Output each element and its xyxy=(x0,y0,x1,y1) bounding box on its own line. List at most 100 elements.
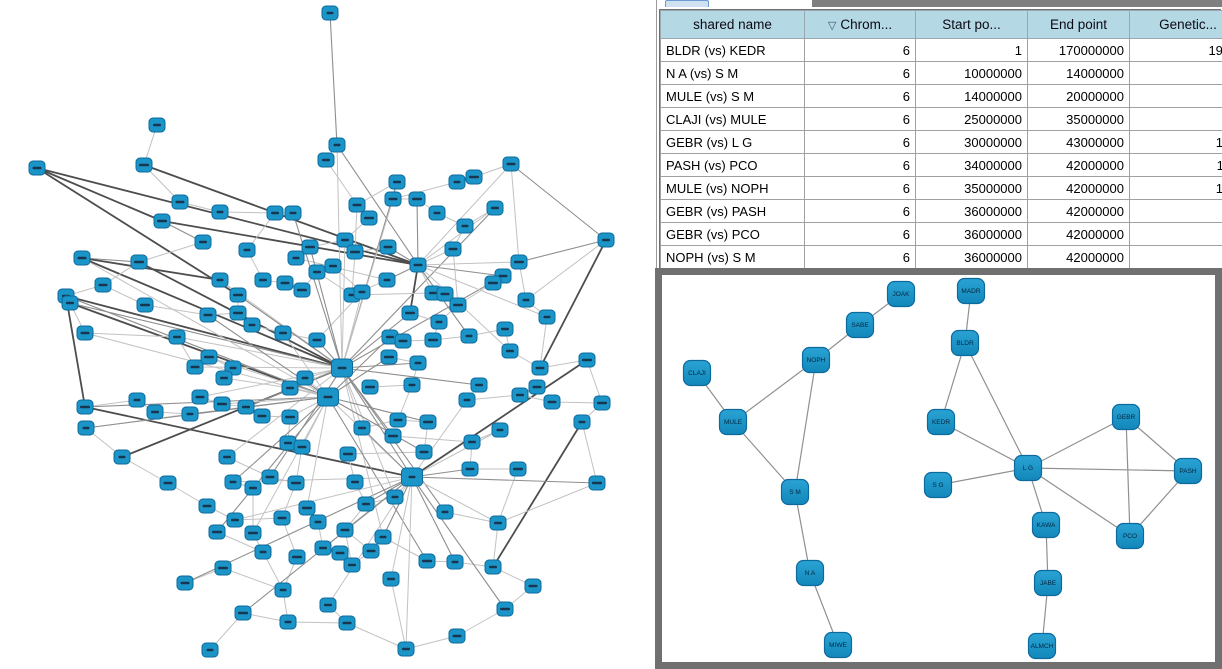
network-node[interactable] xyxy=(293,439,311,455)
network-node[interactable] xyxy=(394,333,412,349)
network-node[interactable] xyxy=(296,370,314,386)
network-node[interactable] xyxy=(401,467,423,487)
network-node[interactable] xyxy=(237,399,255,415)
table-cell[interactable]: 6 xyxy=(804,107,916,131)
network-node[interactable] xyxy=(509,461,527,477)
network-node[interactable] xyxy=(361,379,379,395)
network-node[interactable] xyxy=(401,305,419,321)
table-row[interactable]: CLAJI (vs) MULE625000000350000005.9 xyxy=(660,107,1222,131)
network-node[interactable] xyxy=(382,571,400,587)
network-node[interactable] xyxy=(238,242,256,258)
network-node[interactable] xyxy=(61,295,79,311)
network-node[interactable] xyxy=(380,349,398,365)
network-node[interactable] xyxy=(408,191,426,207)
network-node[interactable] xyxy=(281,409,299,425)
network-node[interactable] xyxy=(360,210,378,226)
network-node-gebr[interactable]: GEBR xyxy=(1111,403,1141,431)
network-node[interactable] xyxy=(409,355,427,371)
table-cell[interactable]: N A (vs) S M xyxy=(660,61,805,85)
network-node[interactable] xyxy=(224,474,242,490)
table-cell[interactable]: 36000000 xyxy=(915,245,1028,269)
table-cell[interactable]: 35000000 xyxy=(1027,107,1130,131)
network-node[interactable] xyxy=(336,232,354,248)
network-node[interactable] xyxy=(159,475,177,491)
network-node[interactable] xyxy=(253,408,271,424)
table-cell[interactable]: 14000000 xyxy=(915,84,1028,108)
network-node[interactable] xyxy=(501,343,519,359)
network-node[interactable] xyxy=(378,272,396,288)
network-node-noph[interactable]: NOPH xyxy=(801,346,831,374)
table-cell[interactable]: GEBR (vs) PASH xyxy=(660,199,805,223)
network-node[interactable] xyxy=(273,510,291,526)
table-row[interactable]: PASH (vs) PCO6340000004200000011.4 xyxy=(660,153,1222,177)
network-node[interactable] xyxy=(76,325,94,341)
network-node[interactable] xyxy=(588,475,606,491)
network-node[interactable] xyxy=(446,554,464,570)
network-node[interactable] xyxy=(194,234,212,250)
table-row[interactable]: N A (vs) S M610000000140000006.6 xyxy=(660,61,1222,85)
network-node[interactable] xyxy=(486,200,504,216)
network-node[interactable] xyxy=(357,496,375,512)
network-node[interactable] xyxy=(346,474,364,490)
table-row[interactable]: NOPH (vs) S M636000000420000009.9 xyxy=(660,245,1222,269)
table-row[interactable]: BLDR (vs) KEDR61170000000192.0 xyxy=(660,38,1222,62)
network-node[interactable] xyxy=(113,449,131,465)
network-node[interactable] xyxy=(517,292,535,308)
network-node[interactable] xyxy=(461,461,479,477)
table-cell[interactable]: 6 xyxy=(804,38,916,62)
table-cell[interactable]: 5.9 xyxy=(1129,107,1222,131)
network-node-kawa[interactable]: KAWA xyxy=(1031,511,1061,539)
filter-icon[interactable]: ▽ xyxy=(827,20,837,32)
network-node[interactable] xyxy=(201,642,219,658)
table-cell[interactable]: 30000000 xyxy=(915,130,1028,154)
network-node[interactable] xyxy=(244,480,262,496)
table-row[interactable]: GEBR (vs) PCO636000000420000008.4 xyxy=(660,222,1222,246)
network-node[interactable] xyxy=(254,544,272,560)
network-node[interactable] xyxy=(496,321,514,337)
network-node-pash[interactable]: PASH xyxy=(1173,457,1203,485)
network-node[interactable] xyxy=(531,360,549,376)
network-node-kedr[interactable]: KEDR xyxy=(926,408,956,436)
network-node[interactable] xyxy=(168,329,186,345)
network-node-jabe[interactable]: JABE xyxy=(1033,569,1063,597)
network-node[interactable] xyxy=(448,174,466,190)
network-node[interactable] xyxy=(229,305,247,321)
column-header-1[interactable]: ▽ Chrom... xyxy=(804,10,916,39)
network-node[interactable] xyxy=(593,395,611,411)
network-node[interactable] xyxy=(448,628,466,644)
network-node[interactable] xyxy=(424,332,442,348)
column-header-3[interactable]: End point xyxy=(1027,10,1130,39)
network-node[interactable] xyxy=(171,194,189,210)
network-node[interactable] xyxy=(597,232,615,248)
column-header-2[interactable]: Start po... xyxy=(915,10,1028,39)
network-node[interactable] xyxy=(384,191,402,207)
table-cell[interactable]: 43000000 xyxy=(1027,130,1130,154)
network-node[interactable] xyxy=(309,514,327,530)
network-node[interactable] xyxy=(502,156,520,172)
table-row[interactable]: GEBR (vs) L G6300000004300000016.9 xyxy=(660,130,1222,154)
network-node[interactable] xyxy=(211,272,229,288)
table-cell[interactable]: MULE (vs) S M xyxy=(660,84,805,108)
network-node[interactable] xyxy=(415,444,433,460)
network-node-s-g[interactable]: S G xyxy=(923,471,953,499)
table-cell[interactable]: 9.9 xyxy=(1129,245,1222,269)
network-node[interactable] xyxy=(94,277,112,293)
network-canvas-small[interactable]: JOAK MADR SABE NOPH BLDR CLAJI MULE KEDR GEBR L G… xyxy=(662,275,1215,662)
network-node[interactable] xyxy=(281,380,299,396)
network-node[interactable] xyxy=(77,420,95,436)
network-node[interactable] xyxy=(573,414,591,430)
table-cell[interactable]: 6 xyxy=(804,245,916,269)
network-node[interactable] xyxy=(384,428,402,444)
network-node[interactable] xyxy=(379,239,397,255)
network-node[interactable] xyxy=(428,205,446,221)
table-cell[interactable]: PASH (vs) PCO xyxy=(660,153,805,177)
network-node[interactable] xyxy=(470,377,488,393)
network-node[interactable] xyxy=(343,557,361,573)
network-node[interactable] xyxy=(319,597,337,613)
network-node[interactable] xyxy=(287,475,305,491)
network-node[interactable] xyxy=(176,575,194,591)
network-node[interactable] xyxy=(254,272,272,288)
network-node[interactable] xyxy=(336,522,354,538)
table-cell[interactable]: BLDR (vs) KEDR xyxy=(660,38,805,62)
mini-tab[interactable] xyxy=(665,0,709,7)
